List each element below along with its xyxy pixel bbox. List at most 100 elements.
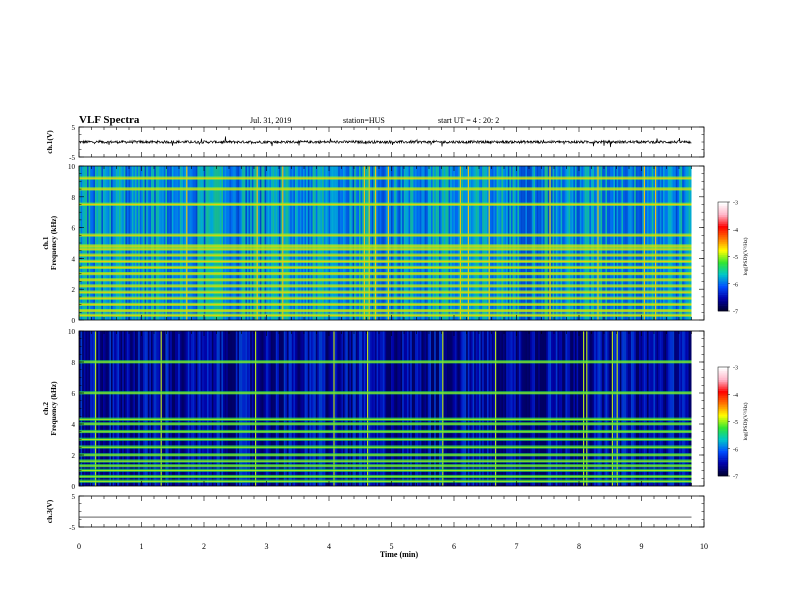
time-tick-label: 0 — [77, 542, 81, 551]
spectrogram-column — [200, 166, 203, 320]
spectrogram-column — [263, 166, 265, 320]
spectrogram-column — [559, 166, 561, 320]
spectrogram-column — [160, 166, 163, 320]
spectrogram-column — [499, 331, 502, 486]
spectrogram-column — [455, 166, 457, 320]
spectrogram-column — [363, 166, 365, 320]
colorbar-segment — [718, 385, 728, 388]
spectrogram-column — [535, 331, 537, 486]
colorbar-label: log(PSD)(V²/Hz) — [742, 237, 749, 275]
spectrogram-column — [235, 331, 238, 486]
spectrogram-column — [127, 166, 129, 320]
spectrogram-column — [421, 166, 423, 320]
spectrogram-column — [349, 166, 351, 320]
spectrogram-column — [333, 166, 335, 320]
spectrogram-column — [189, 166, 191, 320]
spectrogram-column — [178, 331, 180, 486]
colorbar-tick-label: -7 — [733, 475, 738, 481]
spectrogram-column — [495, 331, 497, 486]
spectrogram-column — [288, 331, 291, 486]
colorbar-segment — [718, 203, 728, 206]
spectrogram-column — [290, 166, 292, 320]
spectrogram-column — [155, 331, 158, 486]
spectrogram-column — [567, 331, 569, 486]
spectrogram-column — [117, 331, 119, 486]
spectrogram-column — [248, 331, 251, 486]
emission-band-core — [79, 279, 692, 281]
spectrogram-column — [469, 331, 471, 486]
colorbar-segment — [718, 388, 728, 391]
spectrogram-column — [378, 166, 380, 320]
spectrogram-column — [439, 166, 441, 320]
spectrogram-column — [144, 331, 147, 486]
spectrogram-column — [471, 166, 473, 320]
spectrogram-column — [605, 166, 607, 320]
spectrogram-column — [413, 331, 415, 486]
ch1-spectrogram-ytick-label: 6 — [72, 225, 76, 233]
spectrogram-column — [223, 331, 225, 486]
spectrogram-column — [82, 166, 84, 320]
spectrogram-column — [413, 166, 415, 320]
spectrogram-column — [232, 166, 235, 320]
spectrogram-column — [576, 166, 579, 320]
spectrogram-column — [101, 166, 103, 320]
spectrogram-column — [395, 331, 398, 486]
spectrogram-column — [447, 331, 449, 486]
spectrogram-column — [610, 166, 612, 320]
colorbar-segment — [718, 305, 728, 308]
spectrogram-column — [112, 331, 115, 486]
spectrogram-column — [288, 166, 291, 320]
spectrogram-column — [168, 331, 171, 486]
spectrogram-column — [211, 166, 214, 320]
colorbar-segment — [718, 408, 728, 411]
spectrogram-column — [365, 166, 367, 320]
spectrogram-column — [351, 331, 353, 486]
spectrogram-column — [600, 331, 603, 486]
colorbar-segment — [718, 456, 728, 459]
spectrogram-column — [282, 331, 284, 486]
spectrogram-column — [466, 331, 468, 486]
spectrogram-column — [333, 331, 335, 486]
time-tick-label: 7 — [515, 542, 519, 551]
spectrogram-column — [634, 166, 636, 320]
spectrogram-column — [146, 331, 148, 486]
spectrogram-column — [95, 166, 97, 320]
spectrogram-column — [559, 331, 561, 486]
spectrogram-column — [506, 166, 508, 320]
spectrogram-column — [218, 331, 220, 486]
colorbar-segment — [718, 265, 728, 268]
colorbar-segment — [718, 216, 728, 219]
spectrogram-column — [623, 166, 625, 320]
spectrogram-column — [312, 331, 315, 486]
spectrogram-column — [91, 166, 94, 320]
spectrogram-column — [258, 331, 260, 486]
spectrogram-column — [453, 331, 455, 486]
spectrogram-column — [123, 331, 126, 486]
spectrogram-column — [637, 331, 639, 486]
spectrogram-column — [514, 331, 516, 486]
time-tick-label: 3 — [265, 542, 269, 551]
colorbar-label: log(PSD)(V²/Hz) — [742, 402, 749, 440]
spectrogram-column — [639, 166, 641, 320]
spectrogram-bands — [79, 176, 692, 317]
spectrogram-column — [408, 166, 411, 320]
spectrogram-column — [611, 166, 614, 320]
spectrogram-column — [127, 331, 129, 486]
spectrogram-column — [349, 331, 351, 486]
spectrogram-column — [299, 331, 302, 486]
spectrogram-column — [83, 166, 86, 320]
spectrogram-column — [571, 166, 574, 320]
spectrogram-column — [410, 166, 412, 320]
colorbar-segment — [718, 439, 728, 442]
spectrogram-column — [627, 166, 630, 320]
spectrogram-column — [253, 166, 255, 320]
spectrogram-column — [595, 331, 598, 486]
spectrogram-column — [143, 331, 145, 486]
colorbar-segment — [718, 236, 728, 239]
spectrogram-column — [557, 331, 559, 486]
colorbar-segment — [718, 292, 728, 295]
spectrogram-column — [509, 166, 511, 320]
colorbar-segment — [718, 243, 728, 246]
spectrogram-column — [584, 331, 587, 486]
spectrogram-column — [125, 166, 127, 320]
